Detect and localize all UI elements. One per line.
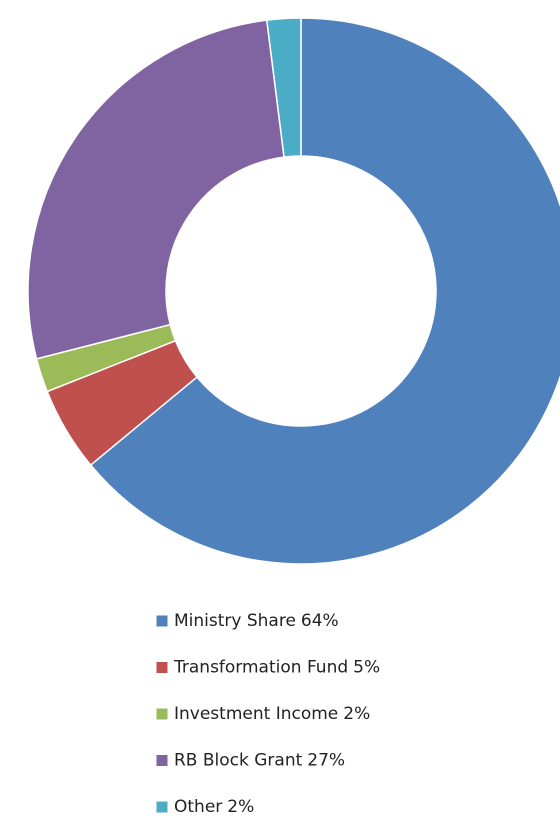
donut-slice — [27, 19, 285, 360]
legend-name: Ministry Share — [174, 611, 296, 631]
legend-swatch — [155, 707, 169, 721]
legend-entry: Investment Income 2% — [174, 704, 370, 724]
legend-value: 64% — [301, 611, 339, 631]
legend-entry: Ministry Share 64% — [174, 611, 339, 631]
donut-slice — [265, 17, 302, 158]
legend-value: 27% — [307, 751, 345, 771]
legend-entry: Other 2% — [174, 797, 254, 817]
legend-entry: RB Block Grant 27% — [174, 751, 345, 771]
legend-swatch — [155, 754, 169, 767]
legend-value: 5% — [353, 658, 380, 678]
legend-swatch — [155, 661, 169, 674]
legend-value: 2% — [227, 797, 254, 817]
legend-swatch — [155, 800, 169, 814]
legend-name: RB Block Grant — [174, 751, 303, 771]
legend-entry: Transformation Fund 5% — [173, 658, 380, 678]
legend-name: Other — [174, 797, 222, 817]
legend-name: Transformation Fund — [173, 658, 348, 678]
legend-name: Investment Income — [174, 704, 338, 724]
donut-slice — [89, 17, 560, 565]
legend-value: 2% — [343, 704, 370, 724]
legend-swatch — [155, 614, 169, 628]
